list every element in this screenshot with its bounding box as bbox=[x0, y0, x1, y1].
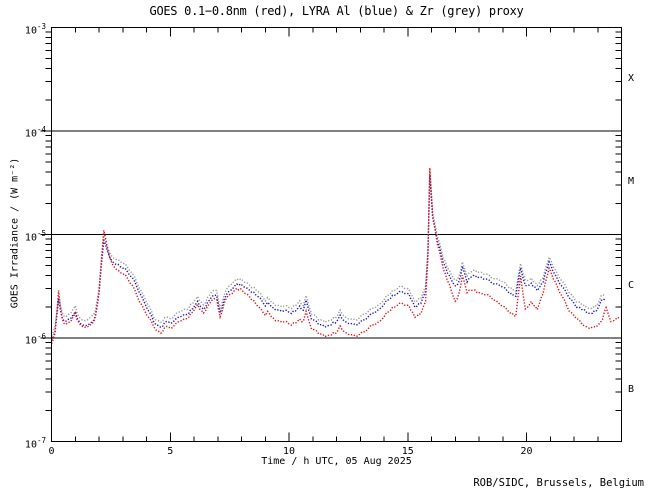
x-axis-label: Time / h UTC, 05 Aug 2025 bbox=[261, 456, 412, 467]
x-tick-label: 10 bbox=[282, 446, 296, 457]
y-tick-label: 10-4 bbox=[24, 125, 46, 140]
y-tick-label: 10-7 bbox=[24, 435, 46, 450]
x-tick-label: 5 bbox=[167, 446, 174, 457]
flare-class-label-x: X bbox=[628, 73, 635, 84]
x-tick-label: 20 bbox=[520, 446, 533, 457]
x-tick-label: 15 bbox=[401, 446, 414, 457]
credit-text: ROB/SIDC, Brussels, Belgium bbox=[473, 477, 644, 489]
x-tick-label: 0 bbox=[48, 446, 55, 457]
y-tick-label: 10-5 bbox=[24, 228, 46, 243]
flare-class-label-m: M bbox=[628, 176, 635, 187]
y-tick-label: 10-6 bbox=[24, 332, 46, 347]
flare-class-label-c: C bbox=[628, 280, 635, 291]
chart-title: GOES 0.1−0.8nm (red), LYRA Al (blue) & Z… bbox=[149, 4, 524, 18]
y-tick-label: 10-3 bbox=[24, 21, 46, 36]
flare-class-label-b: B bbox=[628, 384, 635, 395]
